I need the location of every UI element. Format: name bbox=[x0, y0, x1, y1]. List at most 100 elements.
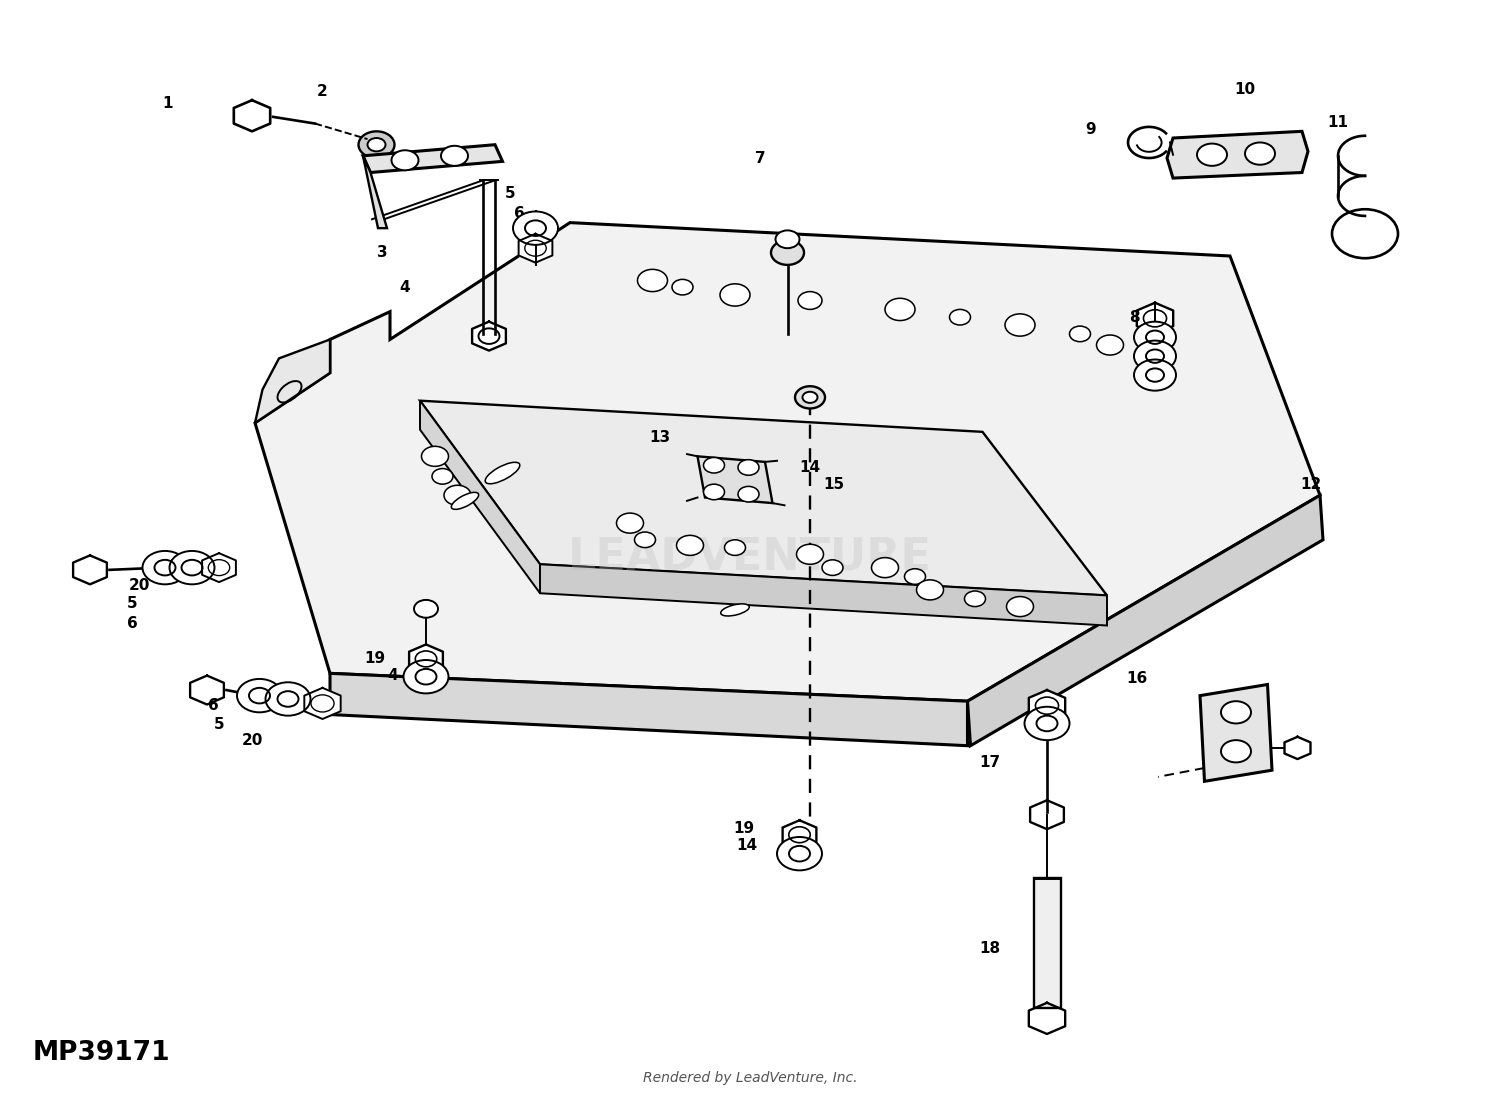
Text: 17: 17 bbox=[980, 755, 1000, 770]
Polygon shape bbox=[363, 145, 502, 173]
Circle shape bbox=[414, 600, 438, 618]
Ellipse shape bbox=[484, 462, 520, 484]
Polygon shape bbox=[1137, 303, 1173, 334]
Polygon shape bbox=[519, 234, 552, 263]
Polygon shape bbox=[410, 644, 442, 673]
Text: 7: 7 bbox=[754, 150, 766, 166]
Text: 20: 20 bbox=[242, 732, 262, 748]
Circle shape bbox=[1221, 701, 1251, 723]
Polygon shape bbox=[202, 553, 236, 582]
Circle shape bbox=[704, 484, 724, 500]
Circle shape bbox=[672, 279, 693, 295]
Circle shape bbox=[904, 569, 926, 584]
Text: LEADVENTURE: LEADVENTURE bbox=[568, 535, 932, 578]
Circle shape bbox=[916, 580, 944, 600]
Polygon shape bbox=[420, 401, 540, 593]
Text: 6: 6 bbox=[126, 615, 138, 631]
Polygon shape bbox=[1284, 737, 1311, 759]
Circle shape bbox=[724, 540, 746, 555]
Text: 1: 1 bbox=[162, 96, 172, 111]
Circle shape bbox=[1221, 740, 1251, 762]
Text: 12: 12 bbox=[1300, 476, 1322, 492]
Circle shape bbox=[776, 230, 800, 248]
Circle shape bbox=[1134, 322, 1176, 353]
Circle shape bbox=[616, 513, 644, 533]
Circle shape bbox=[422, 446, 448, 466]
Circle shape bbox=[444, 485, 471, 505]
Circle shape bbox=[720, 284, 750, 306]
Text: 18: 18 bbox=[980, 940, 1000, 956]
Text: 10: 10 bbox=[1234, 81, 1256, 97]
Circle shape bbox=[1245, 142, 1275, 165]
Polygon shape bbox=[190, 676, 224, 705]
Text: 6: 6 bbox=[207, 698, 219, 713]
Circle shape bbox=[676, 535, 703, 555]
Polygon shape bbox=[255, 339, 330, 423]
Text: MP39171: MP39171 bbox=[33, 1041, 171, 1066]
Polygon shape bbox=[420, 401, 1107, 595]
Circle shape bbox=[478, 328, 500, 344]
Text: 13: 13 bbox=[650, 430, 670, 445]
Circle shape bbox=[142, 551, 188, 584]
Text: 16: 16 bbox=[1126, 671, 1148, 687]
Circle shape bbox=[795, 386, 825, 408]
Circle shape bbox=[777, 837, 822, 870]
Circle shape bbox=[170, 551, 214, 584]
Circle shape bbox=[1007, 597, 1034, 617]
Circle shape bbox=[822, 560, 843, 575]
Circle shape bbox=[266, 682, 310, 716]
Circle shape bbox=[798, 292, 822, 309]
Polygon shape bbox=[783, 820, 816, 849]
Circle shape bbox=[1134, 341, 1176, 372]
Text: 5: 5 bbox=[1146, 332, 1158, 347]
Text: 11: 11 bbox=[1328, 115, 1348, 130]
Polygon shape bbox=[472, 322, 506, 351]
Text: 6: 6 bbox=[513, 206, 525, 221]
Circle shape bbox=[1024, 707, 1069, 740]
Text: 14: 14 bbox=[800, 460, 820, 475]
Polygon shape bbox=[968, 495, 1323, 746]
Text: 3: 3 bbox=[376, 245, 388, 260]
Circle shape bbox=[638, 269, 668, 292]
Polygon shape bbox=[540, 564, 1107, 626]
Text: 20: 20 bbox=[129, 578, 150, 593]
Circle shape bbox=[796, 544, 824, 564]
Circle shape bbox=[358, 131, 394, 158]
Circle shape bbox=[368, 138, 386, 151]
Polygon shape bbox=[1200, 684, 1272, 781]
Ellipse shape bbox=[452, 492, 478, 510]
Circle shape bbox=[738, 486, 759, 502]
Polygon shape bbox=[1029, 690, 1065, 721]
Polygon shape bbox=[304, 688, 340, 719]
Text: Rendered by LeadVenture, Inc.: Rendered by LeadVenture, Inc. bbox=[642, 1071, 858, 1085]
Polygon shape bbox=[74, 555, 106, 584]
Text: 4: 4 bbox=[387, 668, 399, 683]
Polygon shape bbox=[255, 223, 1320, 701]
Text: 5: 5 bbox=[213, 717, 225, 732]
Polygon shape bbox=[330, 673, 968, 746]
Polygon shape bbox=[698, 456, 772, 503]
Circle shape bbox=[771, 240, 804, 265]
Ellipse shape bbox=[720, 604, 750, 615]
Polygon shape bbox=[234, 100, 270, 131]
Circle shape bbox=[704, 457, 724, 473]
Polygon shape bbox=[1029, 1003, 1065, 1034]
FancyBboxPatch shape bbox=[1034, 878, 1060, 1008]
Text: 19: 19 bbox=[364, 651, 386, 667]
Polygon shape bbox=[363, 156, 387, 228]
Text: 15: 15 bbox=[824, 476, 844, 492]
Text: 19: 19 bbox=[734, 820, 754, 836]
Circle shape bbox=[513, 211, 558, 245]
Text: 9: 9 bbox=[1084, 121, 1096, 137]
Circle shape bbox=[441, 146, 468, 166]
Circle shape bbox=[1197, 144, 1227, 166]
Text: 14: 14 bbox=[736, 838, 758, 854]
Circle shape bbox=[885, 298, 915, 321]
Circle shape bbox=[1070, 326, 1090, 342]
Circle shape bbox=[404, 660, 448, 693]
Circle shape bbox=[634, 532, 656, 548]
Text: 8: 8 bbox=[1128, 309, 1140, 325]
Text: 5: 5 bbox=[126, 595, 138, 611]
Circle shape bbox=[432, 469, 453, 484]
Text: 4: 4 bbox=[399, 279, 411, 295]
